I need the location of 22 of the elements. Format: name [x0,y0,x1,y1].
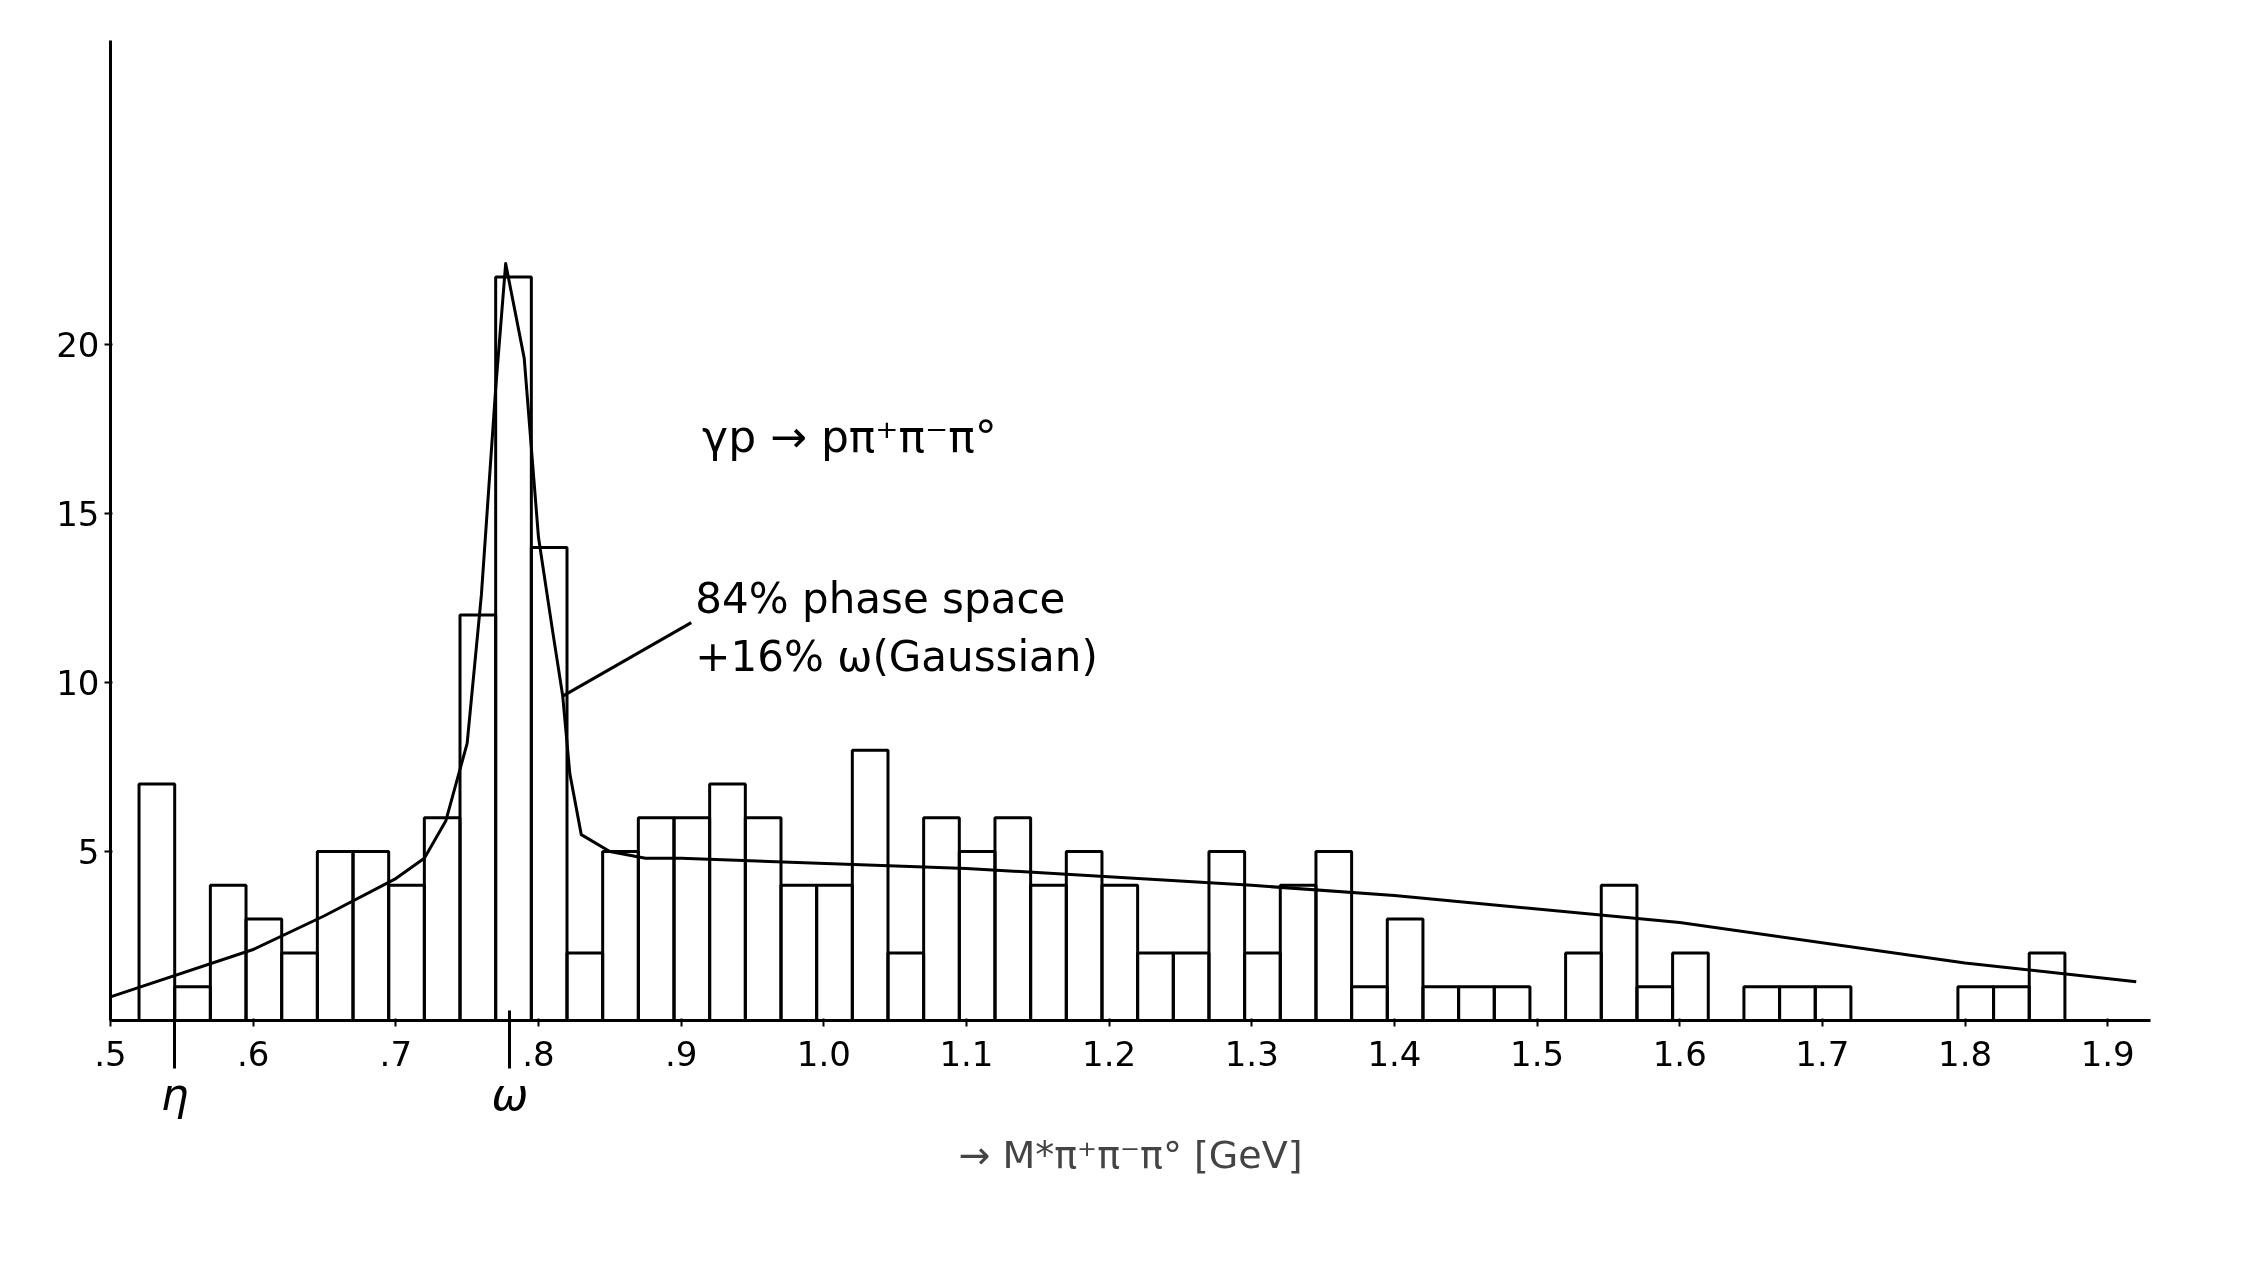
x-tick-label: 1.3 [1224,1033,1279,1074]
x-tick-label: .5 [94,1033,127,1074]
x-tick-label: 1.9 [2080,1033,2135,1074]
annotation: η [160,1068,189,1120]
annotation: 84% phase space +16% ω(Gaussian) [695,573,1098,682]
y-tick-label: 15 [56,494,100,535]
x-tick-label: 1.8 [1938,1033,1993,1074]
x-axis-title: → M*π⁺π⁻π° [GeV] [958,1132,1303,1177]
x-tick-label: 1.7 [1795,1033,1850,1074]
x-tick-label: .9 [664,1033,698,1074]
x-tick-label: 1.5 [1510,1033,1565,1074]
x-tick-label: 1.0 [796,1033,851,1074]
y-tick-label: 10 [56,663,100,704]
x-tick-label: .7 [379,1033,413,1074]
x-tick-label: 1.2 [1082,1033,1137,1074]
x-tick-label: 1.6 [1652,1033,1707,1074]
y-tick-label: 20 [56,325,100,366]
x-tick-label: 1.4 [1367,1033,1422,1074]
y-tick-label: 5 [77,832,100,873]
x-tick-label: .6 [236,1033,270,1074]
x-tick-label: 1.1 [939,1033,994,1074]
annotation: γp → pπ⁺π⁻π° [702,410,997,462]
